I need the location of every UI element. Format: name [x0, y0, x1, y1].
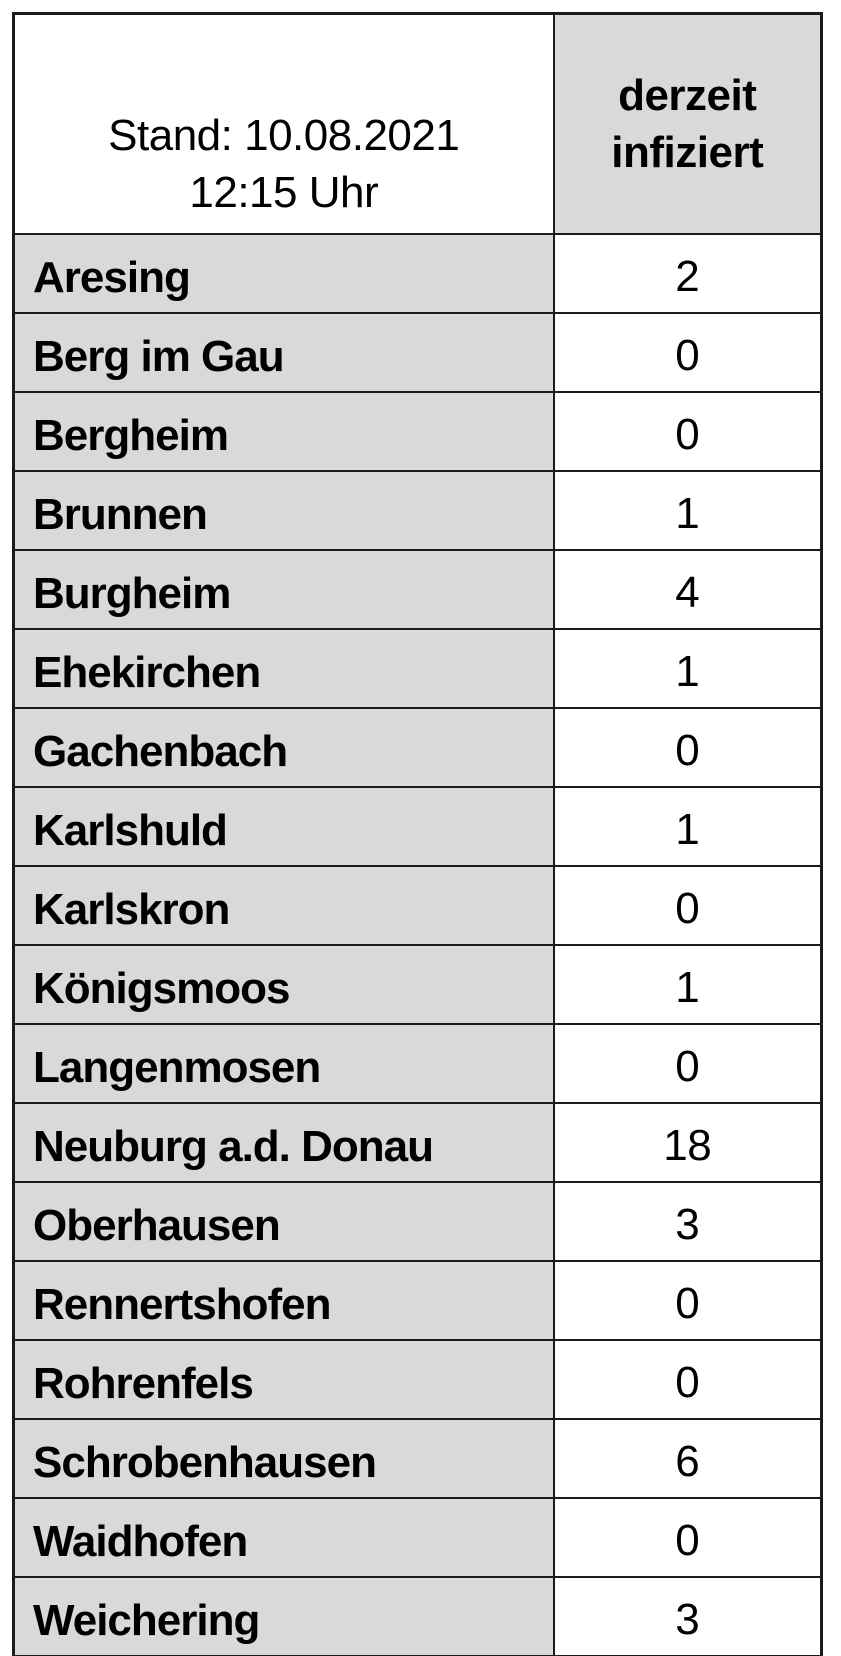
table-row: Waidhofen 0 [12, 1497, 823, 1578]
infected-count-cell: 1 [552, 628, 823, 709]
municipality-name-cell: Langenmosen [12, 1023, 555, 1104]
table-row: Aresing 2 [12, 233, 823, 314]
table-row: Rennertshofen 0 [12, 1260, 823, 1341]
municipality-name-cell: Brunnen [12, 470, 555, 551]
municipality-name-cell: Oberhausen [12, 1181, 555, 1262]
municipality-name-cell: Bergheim [12, 391, 555, 472]
table-row: Berg im Gau 0 [12, 312, 823, 393]
infected-count-cell: 18 [552, 1102, 823, 1183]
table-row: Königsmoos 1 [12, 944, 823, 1025]
infected-header-line1: derzeit [618, 71, 757, 120]
table-row: Rohrenfels 0 [12, 1339, 823, 1420]
table-row: Karlskron 0 [12, 865, 823, 946]
municipality-name-cell: Ehekirchen [12, 628, 555, 709]
table-row: Oberhausen 3 [12, 1181, 823, 1262]
infected-count-cell: 0 [552, 865, 823, 946]
table-row: Schrobenhausen 6 [12, 1418, 823, 1499]
municipality-name-cell: Aresing [12, 233, 555, 314]
table-row: Karlshuld 1 [12, 786, 823, 867]
table-row: Bergheim 0 [12, 391, 823, 472]
infected-count-cell: 0 [552, 1260, 823, 1341]
infected-count-cell: 0 [552, 1339, 823, 1420]
municipality-name-cell: Königsmoos [12, 944, 555, 1025]
stand-time-line: 12:15 Uhr [189, 168, 379, 217]
municipality-name-cell: Weichering [12, 1576, 555, 1656]
stand-date-line: Stand: 10.08.2021 [108, 111, 460, 160]
infected-count-cell: 1 [552, 944, 823, 1025]
infected-count-cell: 1 [552, 786, 823, 867]
municipality-name-cell: Schrobenhausen [12, 1418, 555, 1499]
infected-count-cell: 2 [552, 233, 823, 314]
infected-count-cell: 0 [552, 312, 823, 393]
table-row: Neuburg a.d. Donau 18 [12, 1102, 823, 1183]
municipality-name-cell: Karlshuld [12, 786, 555, 867]
infected-count-cell: 4 [552, 549, 823, 630]
infected-count-cell: 3 [552, 1576, 823, 1656]
municipality-name-cell: Gachenbach [12, 707, 555, 788]
table-row: Gachenbach 0 [12, 707, 823, 788]
municipality-name-cell: Neuburg a.d. Donau [12, 1102, 555, 1183]
header-row: Stand: 10.08.2021 12:15 Uhr derzeit infi… [12, 12, 823, 235]
infected-count-cell: 3 [552, 1181, 823, 1262]
table-row: Langenmosen 0 [12, 1023, 823, 1104]
infected-count-cell: 0 [552, 1497, 823, 1578]
table-row: Weichering 3 [12, 1576, 823, 1656]
municipality-name-cell: Waidhofen [12, 1497, 555, 1578]
municipality-name-cell: Karlskron [12, 865, 555, 946]
infected-count-cell: 6 [552, 1418, 823, 1499]
table-row: Ehekirchen 1 [12, 628, 823, 709]
municipality-name-cell: Rohrenfels [12, 1339, 555, 1420]
table-row: Brunnen 1 [12, 470, 823, 551]
stand-header-cell: Stand: 10.08.2021 12:15 Uhr [12, 12, 555, 235]
infection-table: Stand: 10.08.2021 12:15 Uhr derzeit infi… [12, 12, 823, 1656]
municipality-name-cell: Rennertshofen [12, 1260, 555, 1341]
infected-header-cell: derzeit infiziert [552, 12, 823, 235]
infected-count-cell: 1 [552, 470, 823, 551]
infected-header-line2: infiziert [611, 128, 764, 177]
infected-count-cell: 0 [552, 391, 823, 472]
municipality-name-cell: Berg im Gau [12, 312, 555, 393]
table-row: Burgheim 4 [12, 549, 823, 630]
infected-count-cell: 0 [552, 1023, 823, 1104]
infected-count-cell: 0 [552, 707, 823, 788]
municipality-name-cell: Burgheim [12, 549, 555, 630]
